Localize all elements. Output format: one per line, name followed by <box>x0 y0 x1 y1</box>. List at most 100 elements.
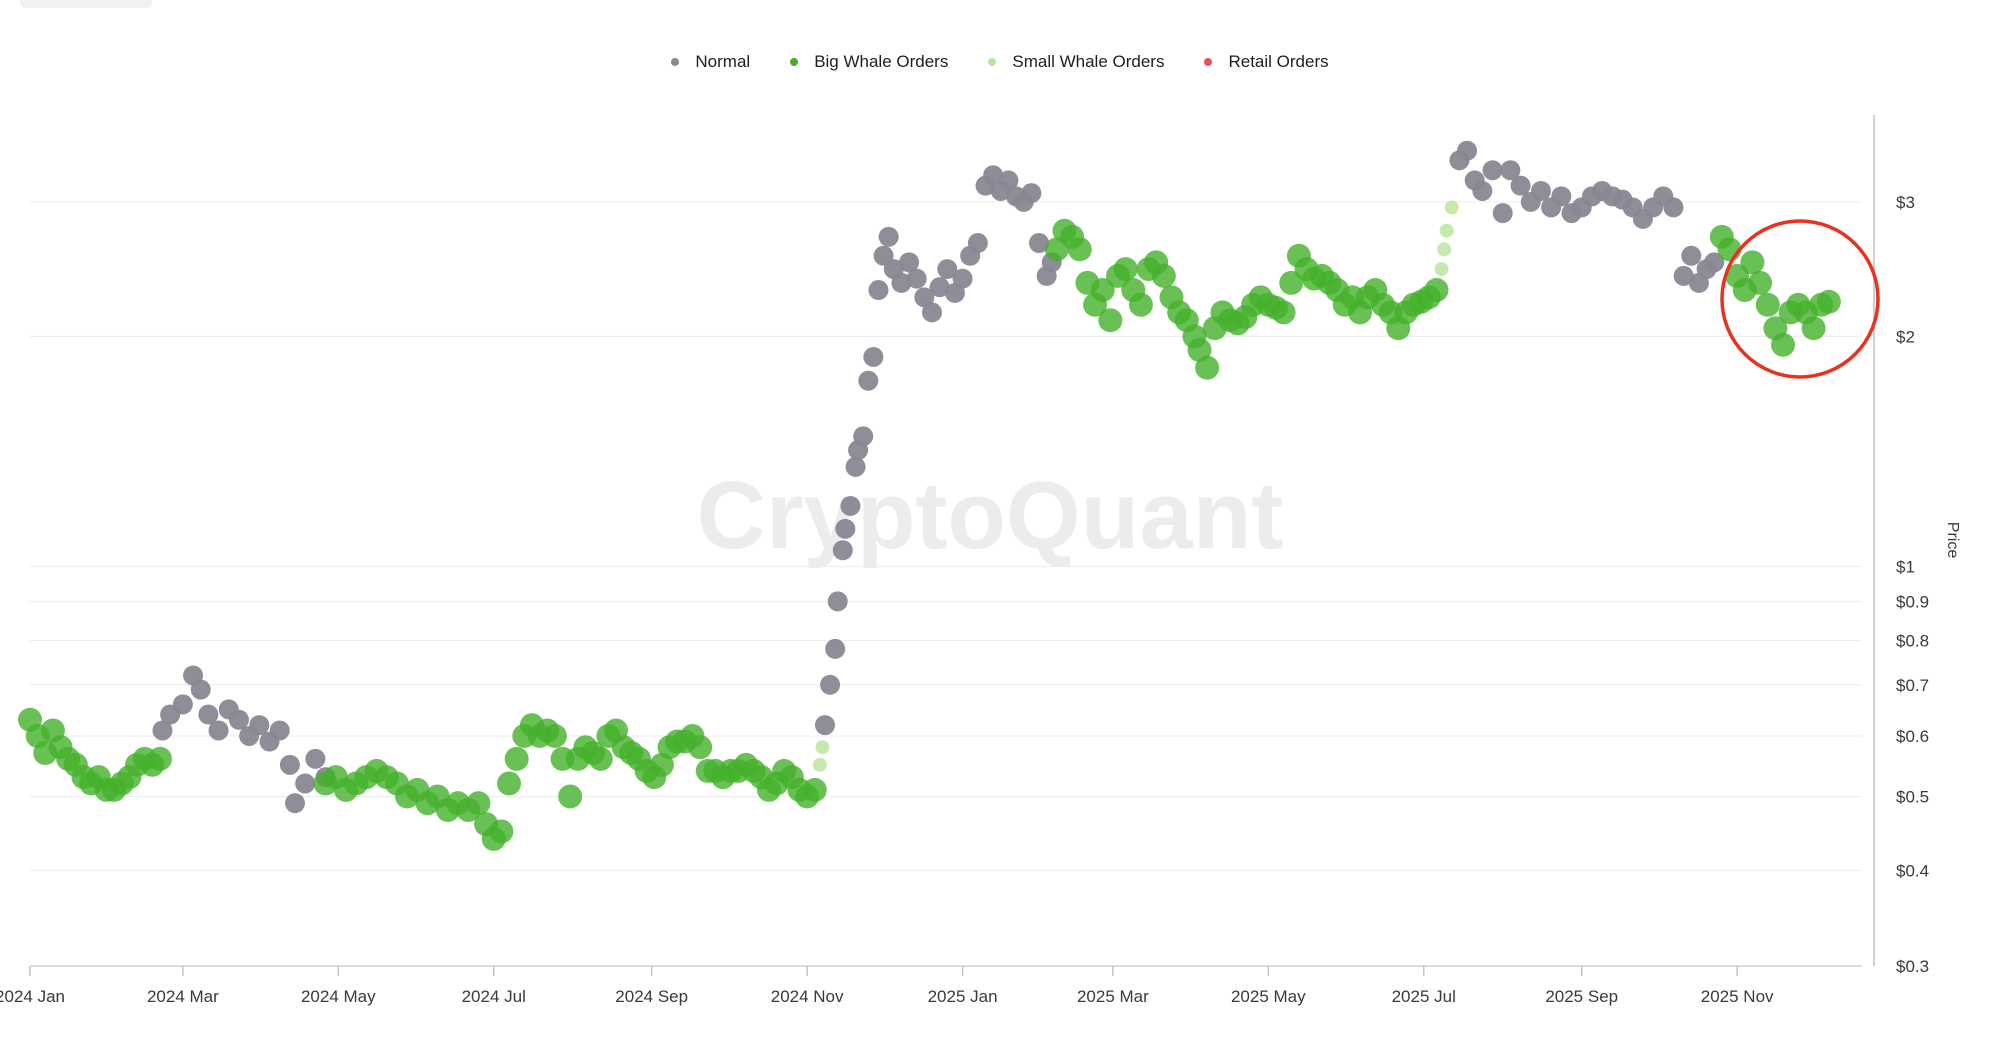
x-tick-label: 2024 Nov <box>771 987 844 1006</box>
y-tick-label: $0.4 <box>1896 862 1929 881</box>
scatter-point[interactable] <box>1113 257 1138 282</box>
scatter-point[interactable] <box>1755 292 1780 317</box>
scatter-point[interactable] <box>914 287 935 308</box>
scatter-point[interactable] <box>172 694 193 715</box>
scatter-point[interactable] <box>1663 197 1684 218</box>
legend-item-small-whale[interactable]: Small Whale Orders <box>988 52 1164 72</box>
scatter-point[interactable] <box>840 495 861 516</box>
scatter-point[interactable] <box>1434 262 1449 277</box>
scatter-point[interactable] <box>1067 237 1092 262</box>
scatter-point[interactable] <box>1673 265 1694 286</box>
scatter-point[interactable] <box>858 370 879 391</box>
scatter-point[interactable] <box>497 771 522 796</box>
scatter-point[interactable] <box>688 735 713 760</box>
highlight-circle-annotation <box>1720 219 1880 379</box>
scatter-point[interactable] <box>588 746 613 771</box>
scatter-point[interactable] <box>1444 200 1459 215</box>
scatter-point[interactable] <box>295 773 316 794</box>
scatter-point[interactable] <box>891 272 912 293</box>
x-tick-label: 2024 Jan <box>0 987 65 1006</box>
scatter-point[interactable] <box>827 591 848 612</box>
scatter-point[interactable] <box>1530 180 1551 201</box>
scatter-point[interactable] <box>967 233 988 254</box>
scatter-point[interactable] <box>814 715 835 736</box>
scatter-point[interactable] <box>952 268 973 289</box>
scatter-point[interactable] <box>249 715 270 736</box>
scatter-point[interactable] <box>1271 300 1296 325</box>
scatter-point[interactable] <box>815 740 830 755</box>
scatter-point[interactable] <box>820 674 841 695</box>
scatter-point[interactable] <box>1279 270 1304 295</box>
scatter-point[interactable] <box>542 723 567 748</box>
scatter-point[interactable] <box>1492 203 1513 224</box>
scatter-point[interactable] <box>1195 355 1220 380</box>
scatter-point[interactable] <box>1128 292 1153 317</box>
scatter-point[interactable] <box>558 784 583 809</box>
scatter-point[interactable] <box>868 280 889 301</box>
scatter-point[interactable] <box>802 777 827 802</box>
x-tick-label: 2024 Mar <box>147 987 219 1006</box>
scatter-point[interactable] <box>147 746 172 771</box>
scatter-point[interactable] <box>921 302 942 323</box>
scatter-point[interactable] <box>832 540 853 561</box>
scatter-point[interactable] <box>1424 278 1449 303</box>
scatter-point[interactable] <box>1457 140 1478 161</box>
scatter-point[interactable] <box>812 757 827 772</box>
y-axis-title: Price <box>1944 522 1961 559</box>
legend-item-retail[interactable]: Retail Orders <box>1204 52 1329 72</box>
scatter-point[interactable] <box>1151 263 1176 288</box>
axes: $3 $2 $1 $0.9 $0.8 $0.7 $0.6 $0.5 $0.4 $0.3 2024 J… <box>0 115 1929 1006</box>
scatter-point[interactable] <box>1816 289 1841 314</box>
scatter-point[interactable] <box>284 793 305 814</box>
scatter-point[interactable] <box>1704 252 1725 273</box>
legend-label-big-whale: Big Whale Orders <box>814 52 949 71</box>
scatter-point[interactable] <box>489 819 514 844</box>
scatter-point[interactable] <box>853 426 874 447</box>
x-tick-label: 2024 Sep <box>615 987 688 1006</box>
scatter-point[interactable] <box>835 518 856 539</box>
scatter-point[interactable] <box>929 277 950 298</box>
scatter-point[interactable] <box>878 226 899 247</box>
scatter-point[interactable] <box>305 748 326 769</box>
scatter-point[interactable] <box>1472 180 1493 201</box>
scatter-point[interactable] <box>198 704 219 725</box>
scatter-point[interactable] <box>1482 160 1503 181</box>
scatter-point[interactable] <box>1500 160 1521 181</box>
legend-item-big-whale[interactable]: Big Whale Orders <box>790 52 948 72</box>
scatter-point[interactable] <box>906 268 927 289</box>
scatter-point[interactable] <box>937 259 958 280</box>
scatter-point[interactable] <box>845 456 866 477</box>
scatter-point[interactable] <box>825 638 846 659</box>
scatter-point[interactable] <box>1771 332 1796 357</box>
scatter-point[interactable] <box>1510 175 1531 196</box>
scatter-point[interactable] <box>1740 250 1765 275</box>
legend-dot-retail <box>1204 58 1213 66</box>
scatter-point[interactable] <box>269 720 290 741</box>
scatter-point[interactable] <box>998 170 1019 191</box>
y-tick-label: $0.6 <box>1896 727 1929 746</box>
scatter-point[interactable] <box>1021 183 1042 204</box>
scatter-point[interactable] <box>1801 316 1826 341</box>
scatter-point[interactable] <box>466 791 491 816</box>
scatter-point[interactable] <box>1681 245 1702 266</box>
x-tick-label: 2025 Jul <box>1392 987 1456 1006</box>
scatter-point[interactable] <box>1439 223 1454 238</box>
y-tick-label: $0.7 <box>1896 676 1929 695</box>
scatter-point[interactable] <box>228 709 249 730</box>
scatter-point[interactable] <box>1551 186 1572 207</box>
scatter-point[interactable] <box>899 252 920 273</box>
scatter-point[interactable] <box>1029 233 1050 254</box>
legend-item-normal[interactable]: Normal <box>671 52 750 72</box>
scatter-point[interactable] <box>1437 242 1452 257</box>
scatter-point[interactable] <box>1098 308 1123 333</box>
scatter-point[interactable] <box>863 346 884 367</box>
scatter-point[interactable] <box>983 165 1004 186</box>
legend-dot-normal <box>671 58 680 66</box>
scatter-point[interactable] <box>208 720 229 741</box>
scatter-point[interactable] <box>1090 278 1115 303</box>
scatter-point[interactable] <box>190 679 211 700</box>
scatter-point[interactable] <box>1748 270 1773 295</box>
scatter-point[interactable] <box>279 754 300 775</box>
scatter-point[interactable] <box>152 720 173 741</box>
scatter-point[interactable] <box>504 746 529 771</box>
